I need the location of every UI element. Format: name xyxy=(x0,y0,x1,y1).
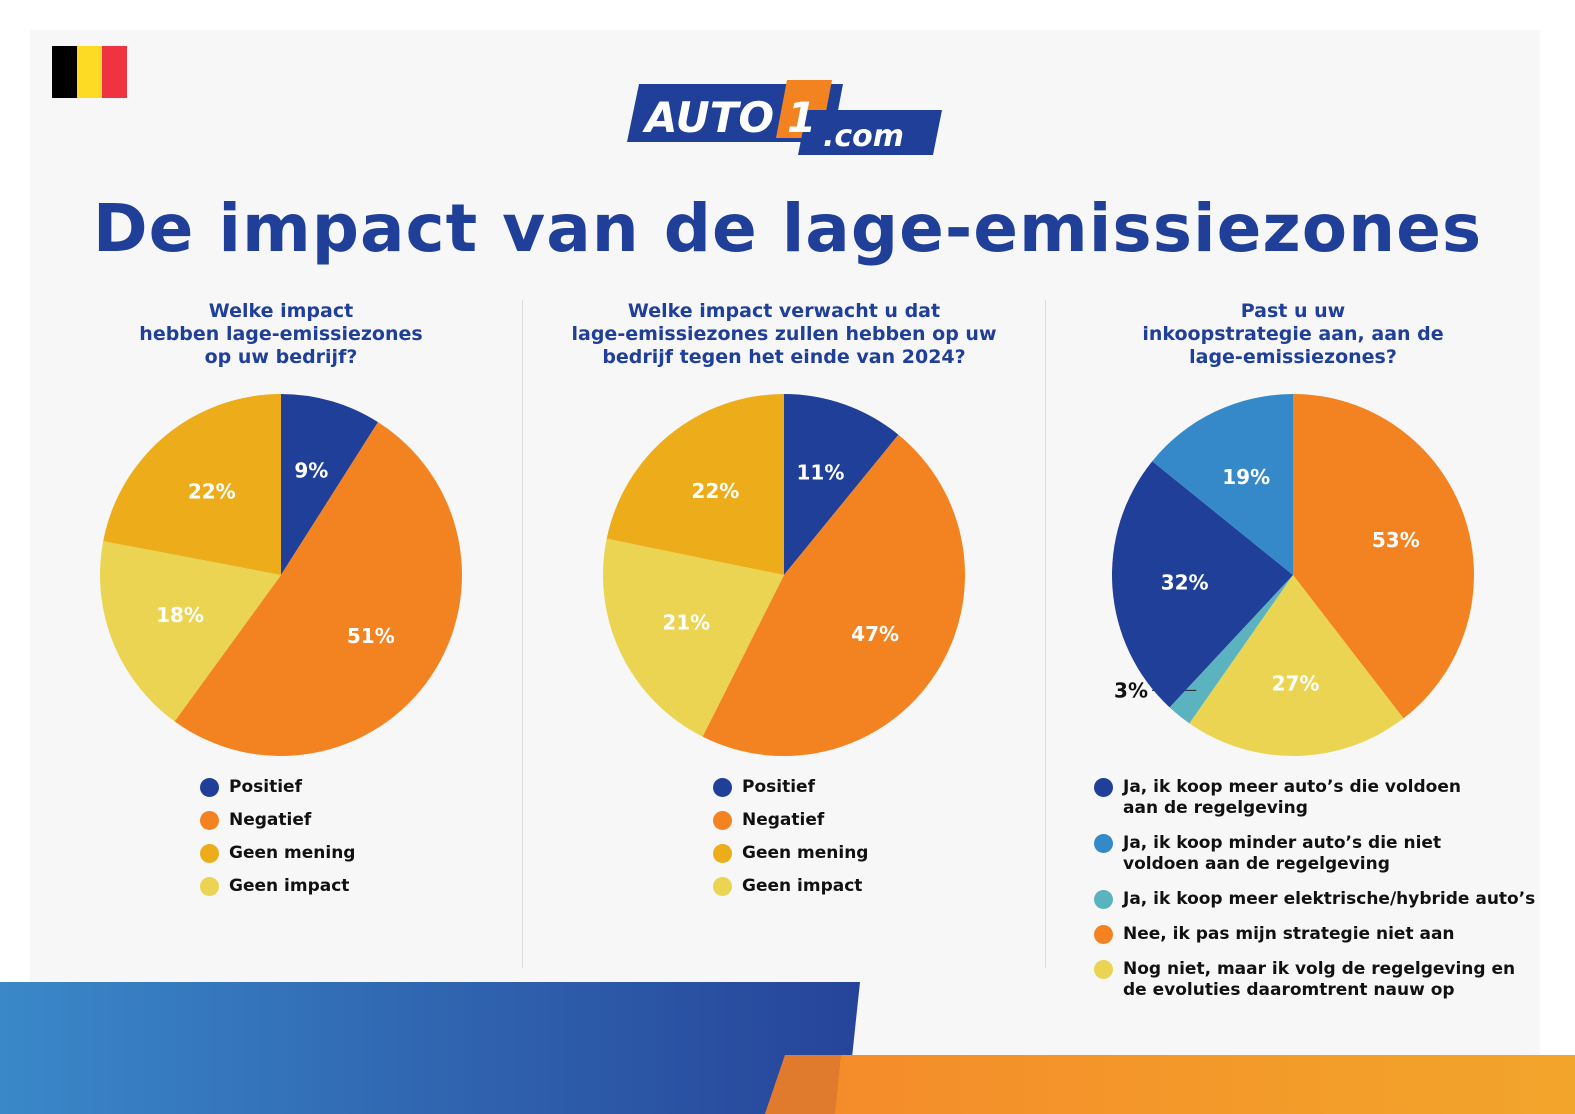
slice-value-label: 22% xyxy=(691,479,739,503)
chart-1-question: Welke impact hebben lage-emissiezones op… xyxy=(139,300,423,368)
pie-slice xyxy=(1293,394,1475,719)
legend-dot-icon xyxy=(200,844,219,863)
legend-item: Geen impact xyxy=(200,876,355,897)
legend-label: Ja, ik koop meer auto’s die voldoen aan … xyxy=(1123,777,1461,818)
slice-value-label: 11% xyxy=(796,461,844,485)
legend-label: Ja, ik koop minder auto’s die niet voldo… xyxy=(1123,833,1442,874)
slice-value-label: 53% xyxy=(1372,528,1420,552)
legend-label: Positief xyxy=(229,777,302,797)
chart-2-question: Welke impact verwacht u dat lage-emissie… xyxy=(571,300,997,368)
pie-slice xyxy=(1169,575,1293,724)
chart-3-legend: Ja, ik koop meer auto’s die voldoen aan … xyxy=(1094,777,1535,1015)
slice-value-label: 32% xyxy=(1161,571,1209,595)
legend-dot-icon xyxy=(713,811,732,830)
legend-label: Geen impact xyxy=(229,876,350,896)
legend-dot-icon xyxy=(713,778,732,797)
slice-value-label: 27% xyxy=(1272,672,1320,696)
chart-3-question: Past u uw inkoopstrategie aan, aan de la… xyxy=(1142,300,1444,368)
legend-dot-icon xyxy=(200,877,219,896)
legend-item: Geen impact xyxy=(713,876,868,897)
svg-text:1: 1 xyxy=(787,93,816,142)
legend-item: Ja, ik koop minder auto’s die niet voldo… xyxy=(1094,833,1535,875)
svg-text:AUTO: AUTO xyxy=(642,93,774,142)
slice-value-label: 9% xyxy=(294,459,328,483)
auto1-logo: AUTO 1 .com xyxy=(627,80,942,155)
legend-dot-icon xyxy=(1094,778,1113,797)
pie-slice xyxy=(784,394,899,575)
legend-label: Geen mening xyxy=(742,843,869,863)
slice-value-label: 18% xyxy=(156,603,204,627)
legend-item: Geen mening xyxy=(200,843,355,864)
legend-label: Nee, ik pas mijn strategie niet aan xyxy=(1123,924,1455,944)
legend-dot-icon xyxy=(1094,890,1113,909)
pie-slice xyxy=(103,394,281,575)
legend-dot-icon xyxy=(1094,834,1113,853)
pie-slice xyxy=(174,422,462,756)
slice-value-label: 51% xyxy=(347,624,395,648)
pie-slice xyxy=(603,538,784,737)
legend-dot-icon xyxy=(1094,925,1113,944)
pie-slice xyxy=(606,394,784,575)
slice-value-label: 21% xyxy=(662,610,710,634)
legend-item: Negatief xyxy=(713,810,868,831)
chart-1-legend: Positief Negatief Geen mening Geen impact xyxy=(200,777,355,909)
legend-item: Positief xyxy=(713,777,868,798)
svg-text:.com: .com xyxy=(823,119,904,154)
legend-item: Ja, ik koop meer elektrische/hybride aut… xyxy=(1094,889,1535,910)
legend-label: Negatief xyxy=(229,810,312,830)
pie-slice xyxy=(1152,394,1293,575)
legend-item: Ja, ik koop meer auto’s die voldoen aan … xyxy=(1094,777,1535,819)
pie-slice xyxy=(702,434,966,757)
legend-label: Geen mening xyxy=(229,843,356,863)
slice-value-label: 47% xyxy=(851,622,899,646)
pie-slice xyxy=(1111,461,1293,708)
slice-value-label: 22% xyxy=(188,479,236,503)
legend-label: Positief xyxy=(742,777,815,797)
slice-value-label: 3% xyxy=(1114,678,1148,702)
legend-item: Nog niet, maar ik volg de regelgeving en… xyxy=(1094,959,1535,1001)
legend-dot-icon xyxy=(1094,960,1113,979)
pie-slice xyxy=(1189,575,1404,756)
legend-dot-icon xyxy=(713,844,732,863)
legend-item: Negatief xyxy=(200,810,355,831)
legend-dot-icon xyxy=(713,877,732,896)
legend-item: Positief xyxy=(200,777,355,798)
chart-2-legend: Positief Negatief Geen mening Geen impact xyxy=(713,777,868,909)
pie-slice xyxy=(100,541,281,722)
column-divider xyxy=(1045,300,1046,968)
pie-slice xyxy=(281,394,378,575)
legend-dot-icon xyxy=(200,778,219,797)
legend-item: Geen mening xyxy=(713,843,868,864)
slice-value-label: 19% xyxy=(1222,465,1270,489)
page-title: De impact van de lage-emissiezones xyxy=(92,190,1483,267)
legend-label: Negatief xyxy=(742,810,825,830)
legend-label: Geen impact xyxy=(742,876,863,896)
legend-dot-icon xyxy=(200,811,219,830)
legend-item: Nee, ik pas mijn strategie niet aan xyxy=(1094,924,1535,945)
belgian-flag-icon xyxy=(52,46,127,98)
legend-label: Ja, ik koop meer elektrische/hybride aut… xyxy=(1123,889,1536,909)
legend-label: Nog niet, maar ik volg de regelgeving en… xyxy=(1123,959,1516,1000)
column-divider xyxy=(522,300,523,968)
